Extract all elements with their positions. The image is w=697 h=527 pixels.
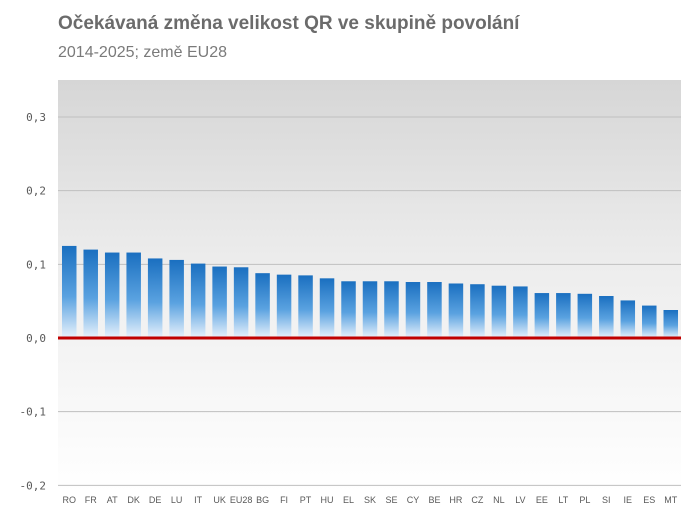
- x-tick-label: ES: [643, 495, 655, 505]
- bar: [147, 258, 163, 338]
- y-axis-ticks: 0,3 0,2 0,1 0,0 -0,1 -0,2: [20, 111, 47, 492]
- bar: [104, 252, 120, 338]
- bar: [642, 305, 657, 338]
- bar: [534, 293, 550, 338]
- x-tick-label: DE: [149, 495, 162, 505]
- bar: [276, 274, 292, 338]
- bar: [169, 259, 184, 338]
- bar: [233, 267, 249, 338]
- bar: [448, 283, 464, 338]
- x-tick-label: LT: [558, 495, 568, 505]
- bar: [470, 284, 485, 338]
- bar: [61, 245, 77, 338]
- x-tick-label: HU: [321, 495, 334, 505]
- x-tick-label: SE: [385, 495, 397, 505]
- bar: [319, 278, 335, 338]
- bar: [513, 286, 528, 338]
- x-tick-label: CY: [407, 495, 420, 505]
- bar: [341, 281, 356, 338]
- x-tick-label: RO: [62, 495, 76, 505]
- chart-title: Očekávaná změna velikost QR ve skupině p…: [58, 13, 520, 34]
- y-tick-label: -0,2: [20, 479, 47, 492]
- x-tick-label: AT: [107, 495, 118, 505]
- bar: [577, 293, 593, 338]
- x-tick-label: CZ: [471, 495, 483, 505]
- x-tick-label: EE: [536, 495, 548, 505]
- x-tick-label: FR: [85, 495, 97, 505]
- x-axis-ticks: RO FR AT DK DE LU IT UK EU28 BG FI PT HU EL SK SE CY BE HR…: [62, 495, 677, 505]
- y-tick-label: 0,3: [26, 111, 46, 124]
- y-tick-label: 0,0: [26, 332, 46, 345]
- bar: [126, 252, 141, 338]
- bar: [620, 300, 636, 338]
- bar: [663, 310, 679, 338]
- bar: [212, 266, 227, 338]
- x-tick-label: MT: [664, 495, 677, 505]
- x-tick-label: LU: [171, 495, 183, 505]
- x-tick-label: NL: [493, 495, 505, 505]
- chart-subtitle: 2014-2025; země EU28: [58, 44, 227, 61]
- x-tick-label: EL: [343, 495, 354, 505]
- bar: [599, 296, 614, 338]
- x-tick-label: BG: [256, 495, 269, 505]
- bar: [556, 293, 571, 338]
- bar: [384, 281, 399, 338]
- bar: [405, 282, 421, 338]
- x-tick-label: LV: [515, 495, 525, 505]
- x-tick-label: SK: [364, 495, 376, 505]
- bar: [298, 275, 313, 338]
- bar: [491, 285, 507, 338]
- x-tick-label: HR: [449, 495, 462, 505]
- x-tick-label: BE: [428, 495, 440, 505]
- x-tick-label: IE: [624, 495, 633, 505]
- y-tick-label: 0,1: [26, 258, 46, 271]
- bar: [427, 282, 442, 338]
- y-tick-label: 0,2: [26, 185, 46, 198]
- x-tick-label: UK: [213, 495, 226, 505]
- x-tick-label: PT: [300, 495, 312, 505]
- x-tick-label: EU28: [230, 495, 253, 505]
- x-tick-label: IT: [194, 495, 203, 505]
- x-tick-label: DK: [127, 495, 140, 505]
- y-tick-label: -0,1: [20, 406, 47, 419]
- bar: [362, 281, 378, 338]
- x-tick-label: PL: [579, 495, 590, 505]
- bar: [255, 273, 270, 338]
- bars: [61, 245, 679, 338]
- bar: [190, 263, 206, 338]
- bar: [83, 249, 98, 338]
- x-tick-label: FI: [280, 495, 288, 505]
- x-tick-label: SI: [602, 495, 611, 505]
